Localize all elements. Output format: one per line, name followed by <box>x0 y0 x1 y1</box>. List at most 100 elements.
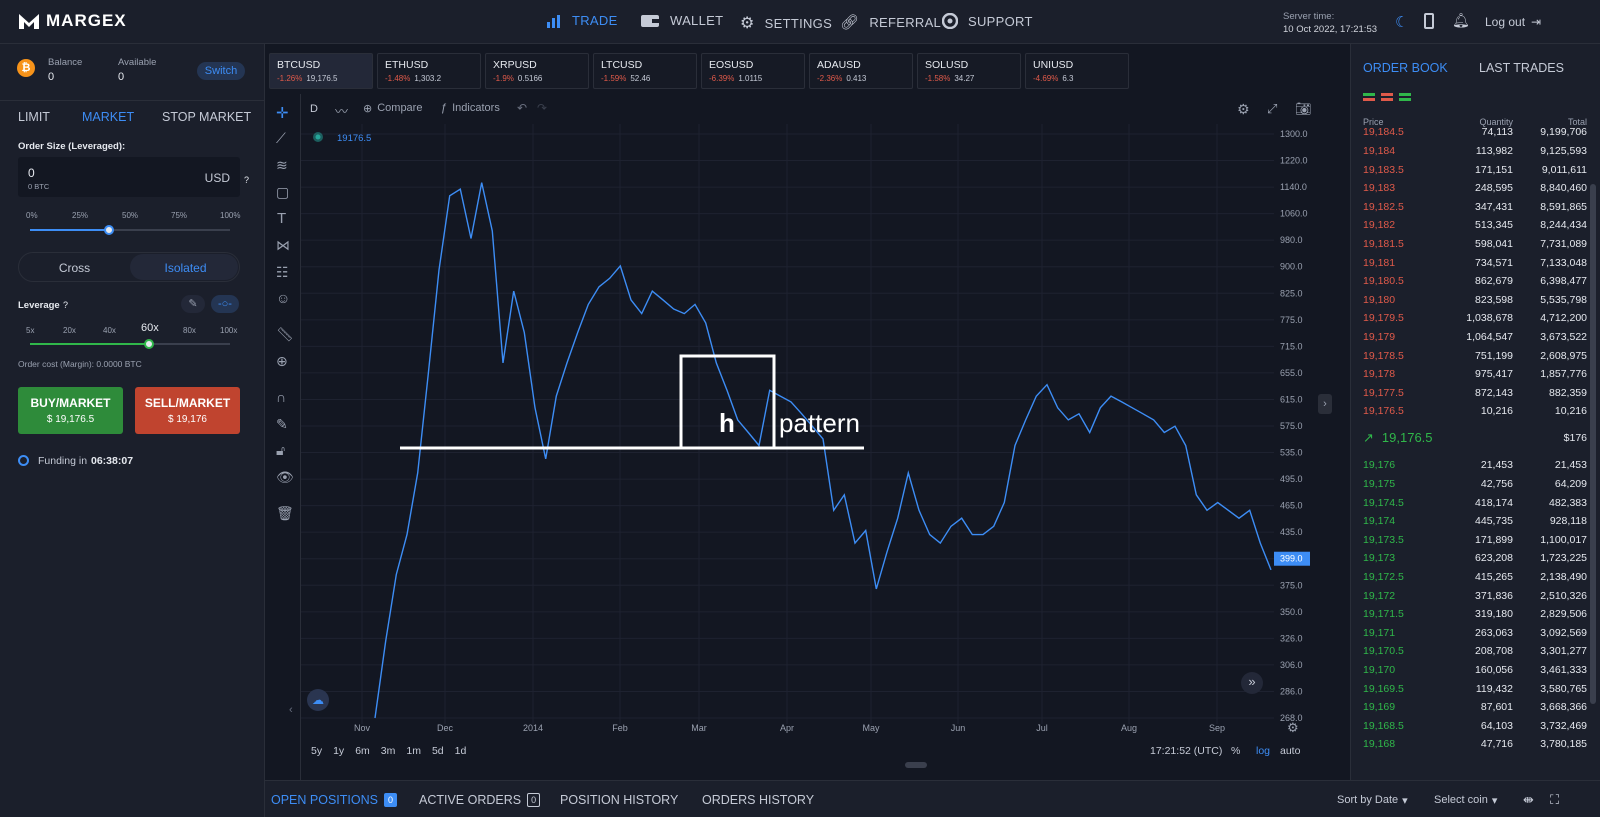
price-chart[interactable]: 1300.0 1220.0 1140.0 1060.0 980.0 900.0 825.0 7… <box>301 124 1350 744</box>
text-icon[interactable]: T <box>277 210 287 227</box>
tradingview-logo-icon[interactable]: ☁ <box>307 689 329 711</box>
expand-icon[interactable]: ⛶ <box>1550 792 1560 807</box>
ticker-ltcusd[interactable]: LTCUSD -1.59% 52.46 <box>593 53 697 89</box>
ask-row[interactable]: 19,178 975,417 1,857,776 <box>1363 365 1587 384</box>
tab-limit[interactable]: LIMIT <box>18 110 50 124</box>
switch-button[interactable]: Switch <box>197 62 245 80</box>
ticker-solusd[interactable]: SOLUSD -1.58% 34.27 <box>917 53 1021 89</box>
book-view-toggles[interactable] <box>1363 93 1411 101</box>
chart-settings-icon[interactable]: ⚙ <box>1237 101 1250 117</box>
scroll-right-icon[interactable]: » <box>1241 672 1263 694</box>
trendline-icon[interactable]: ⟋ <box>276 130 286 146</box>
redo-icon[interactable]: ↷ <box>537 101 548 115</box>
ask-row[interactable]: 19,182.5 347,431 8,591,865 <box>1363 197 1587 216</box>
range-3m[interactable]: 3m <box>380 745 396 757</box>
ticker-eosusd[interactable]: EOSUSD -6.39% 1.0115 <box>701 53 805 89</box>
bell-icon[interactable]: 🔔︎ <box>1452 12 1470 28</box>
size-slider-track[interactable] <box>30 229 230 231</box>
order-size-help-icon[interactable]: ? <box>244 175 250 185</box>
range-5y[interactable]: 5y <box>311 745 323 757</box>
nav-settings[interactable]: ⚙ SETTINGS <box>740 13 832 33</box>
bid-row[interactable]: 19,173 623,208 1,723,225 <box>1363 549 1587 568</box>
select-coin-dropdown[interactable]: Select coin ▾ <box>1434 794 1497 807</box>
ruler-icon[interactable]: 📏︎ <box>276 326 294 342</box>
ask-row[interactable]: 19,182 513,345 8,244,434 <box>1363 216 1587 235</box>
camera-icon[interactable]: 📷︎ <box>1295 101 1312 116</box>
nav-trade[interactable]: TRADE <box>546 13 618 28</box>
margin-mode-isolated[interactable]: Isolated <box>164 261 207 275</box>
range-1y[interactable]: 1y <box>333 745 345 757</box>
tab-position-history[interactable]: POSITION HISTORY <box>560 793 678 807</box>
sell-market-button[interactable]: SELL/MARKET $ 19,176 <box>135 387 240 434</box>
ticker-xrpusd[interactable]: XRPUSD -1.9% 0.5166 <box>485 53 589 89</box>
bid-row[interactable]: 19,169.5 119,432 3,580,765 <box>1363 679 1587 698</box>
eye-icon[interactable]: 👁︎ <box>276 469 294 485</box>
nav-referral[interactable]: 🔗︎ REFERRAL <box>840 13 941 31</box>
ask-row[interactable]: 19,181 734,571 7,133,048 <box>1363 253 1587 272</box>
magnet-icon[interactable]: ∩ <box>276 389 287 405</box>
ticker-btcusd[interactable]: BTCUSD -1.26% 19,176.5 <box>269 53 373 89</box>
tab-order-book[interactable]: ORDER BOOK <box>1363 61 1448 75</box>
order-book-scrollbar[interactable] <box>1590 184 1596 704</box>
bid-row[interactable]: 19,172 371,836 2,510,326 <box>1363 586 1587 605</box>
bid-row[interactable]: 19,168 47,716 3,780,185 <box>1363 735 1587 754</box>
collapse-icon[interactable]: ⇼ <box>1523 792 1534 807</box>
ask-row[interactable]: 19,180 823,598 5,535,798 <box>1363 290 1587 309</box>
ask-row[interactable]: 19,183.5 171,151 9,011,611 <box>1363 160 1587 179</box>
bid-row[interactable]: 19,176 21,453 21,453 <box>1363 456 1587 475</box>
bid-row[interactable]: 19,173.5 171,899 1,100,017 <box>1363 530 1587 549</box>
bid-row[interactable]: 19,168.5 64,103 3,732,469 <box>1363 716 1587 735</box>
tab-last-trades[interactable]: LAST TRADES <box>1479 61 1564 75</box>
range-1m[interactable]: 1m <box>406 745 421 757</box>
collapse-right-icon[interactable]: › <box>1318 394 1332 414</box>
tab-orders-history[interactable]: ORDERS HISTORY <box>702 793 814 807</box>
tab-market[interactable]: MARKET <box>82 110 135 124</box>
size-slider-handle[interactable] <box>104 225 114 235</box>
tab-active-orders[interactable]: ACTIVE ORDERS 0 <box>419 793 541 807</box>
ask-row[interactable]: 19,180.5 862,679 6,398,477 <box>1363 272 1587 291</box>
ask-row[interactable]: 19,184 113,982 9,125,593 <box>1363 142 1587 161</box>
brand-logo[interactable]: MARGEX <box>18 11 127 31</box>
lock-icon[interactable]: 🔓︎ <box>276 442 286 458</box>
fullscreen-icon[interactable]: ⤢ <box>1267 101 1278 116</box>
sort-by-dropdown[interactable]: Sort by Date ▾ <box>1337 794 1408 807</box>
mobile-icon[interactable] <box>1424 13 1434 29</box>
bid-row[interactable]: 19,174 445,735 928,118 <box>1363 512 1587 531</box>
bid-row[interactable]: 19,175 42,756 64,209 <box>1363 475 1587 494</box>
ask-row[interactable]: 19,179.5 1,038,678 4,712,200 <box>1363 309 1587 328</box>
ticker-uniusd[interactable]: UNIUSD -4.69% 6.3 <box>1025 53 1129 89</box>
view-asks-icon[interactable] <box>1381 93 1393 101</box>
ticker-ethusd[interactable]: ETHUSD -1.48% 1,303.2 <box>377 53 481 89</box>
prediction-icon[interactable]: ☷ <box>276 264 289 280</box>
rectangle-icon[interactable]: ▢ <box>276 184 290 200</box>
nav-support[interactable]: SUPPORT <box>942 13 1033 29</box>
nav-wallet[interactable]: WALLET <box>640 13 723 28</box>
ask-row[interactable]: 19,176.5 10,216 10,216 <box>1363 402 1587 421</box>
ask-row[interactable]: 19,178.5 751,199 2,608,975 <box>1363 346 1587 365</box>
tab-stop-market[interactable]: STOP MARKET <box>162 110 252 124</box>
leverage-help-icon[interactable]: ? <box>63 300 69 310</box>
axis-settings-icon[interactable]: ⚙ <box>1287 720 1299 735</box>
ask-row[interactable]: 19,183 248,595 8,840,460 <box>1363 179 1587 198</box>
bid-row[interactable]: 19,170 160,056 3,461,333 <box>1363 661 1587 680</box>
indicators-button[interactable]: ƒ Indicators <box>441 102 500 114</box>
tab-open-positions[interactable]: OPEN POSITIONS 0 <box>271 793 397 807</box>
buy-market-button[interactable]: BUY/MARKET $ 19,176.5 <box>18 387 123 434</box>
interval-selector[interactable]: D <box>310 103 318 115</box>
order-size-input[interactable]: 0 0 BTC USD <box>18 157 240 197</box>
percent-toggle[interactable]: % <box>1231 745 1241 757</box>
ask-row[interactable]: 19,181.5 598,041 7,731,089 <box>1363 235 1587 254</box>
fib-icon[interactable]: ≋ <box>276 157 288 173</box>
bid-row[interactable]: 19,169 87,601 3,668,366 <box>1363 698 1587 717</box>
bid-row[interactable]: 19,172.5 415,265 2,138,490 <box>1363 568 1587 587</box>
compare-button[interactable]: ⊕ Compare <box>363 102 422 115</box>
bid-row[interactable]: 19,170.5 208,708 3,301,277 <box>1363 642 1587 661</box>
ask-row[interactable]: 19,177.5 872,143 882,359 <box>1363 383 1587 402</box>
margin-mode-cross[interactable]: Cross <box>58 261 91 275</box>
crosshair-icon[interactable]: ✛ <box>276 105 289 122</box>
leverage-slider-handle[interactable] <box>144 339 154 349</box>
range-5d[interactable]: 5d <box>431 745 444 757</box>
view-both-icon[interactable] <box>1363 93 1375 101</box>
ask-row[interactable]: 19,179 1,064,547 3,673,522 <box>1363 328 1587 347</box>
margin-mode-toggle[interactable]: Cross Isolated <box>18 252 240 282</box>
